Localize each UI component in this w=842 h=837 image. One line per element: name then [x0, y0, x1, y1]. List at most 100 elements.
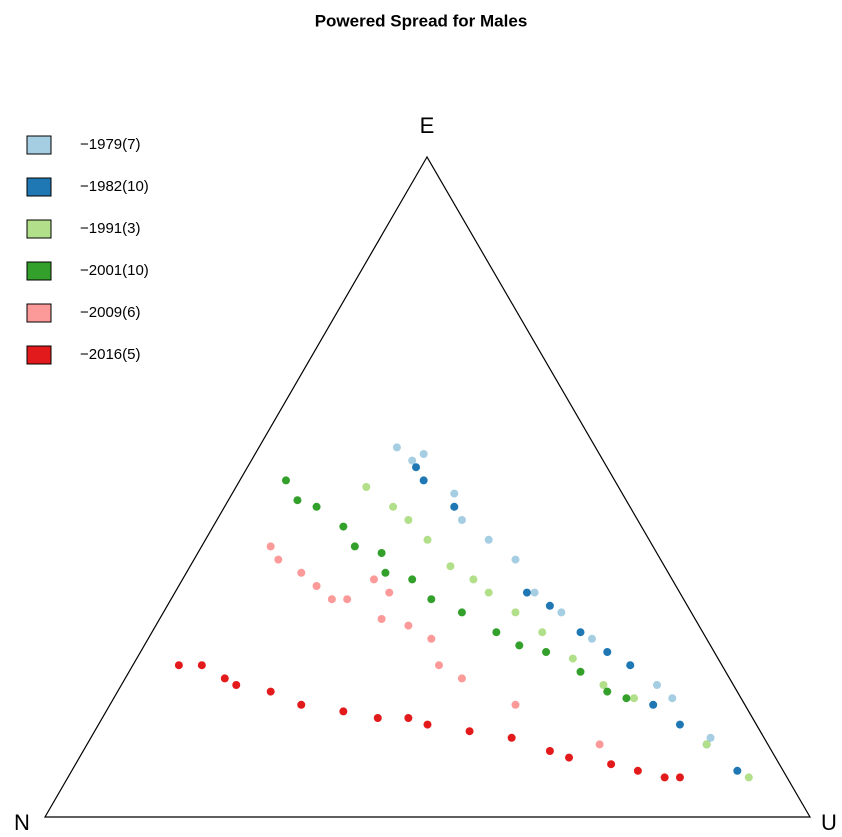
point: [362, 483, 371, 491]
point: [408, 456, 417, 465]
point: [457, 608, 466, 617]
point: [457, 674, 466, 683]
point: [297, 700, 306, 709]
point: [706, 733, 715, 742]
point: [377, 615, 386, 623]
point: [530, 588, 539, 597]
point: [522, 588, 531, 597]
point: [545, 747, 554, 755]
point: [484, 588, 493, 597]
point: [545, 601, 554, 610]
point: [576, 628, 585, 637]
point: [274, 555, 283, 564]
point: [343, 595, 352, 604]
point: [626, 661, 635, 670]
point: [412, 463, 421, 472]
point: [408, 575, 417, 584]
point: [174, 661, 183, 670]
point: [404, 714, 413, 722]
point: [492, 628, 501, 637]
point: [312, 502, 321, 511]
point: [377, 549, 386, 557]
point: [404, 516, 413, 524]
point: [515, 641, 524, 650]
point: [595, 740, 604, 749]
point: [392, 443, 401, 452]
legend-label: −2016(5): [80, 346, 140, 363]
point: [511, 700, 520, 709]
point: [419, 476, 428, 485]
point: [423, 535, 432, 544]
point: [423, 720, 432, 729]
point: [434, 661, 443, 670]
point: [603, 648, 612, 656]
point: [381, 568, 390, 577]
point: [675, 773, 684, 782]
point: [507, 733, 516, 742]
point: [293, 496, 302, 505]
point: [339, 522, 348, 531]
point: [668, 694, 677, 703]
legend-swatch: [26, 303, 52, 323]
point: [427, 634, 436, 643]
point: [538, 628, 547, 637]
point: [511, 608, 520, 617]
point: [419, 450, 428, 458]
legend-swatch: [26, 177, 52, 197]
point: [469, 575, 478, 584]
point: [660, 773, 669, 782]
point: [633, 766, 642, 775]
point: [297, 568, 306, 577]
point: [542, 648, 551, 656]
vertex-label: E: [420, 113, 435, 138]
point: [587, 634, 596, 643]
legend-label: −2001(10): [80, 262, 149, 279]
point: [450, 502, 459, 511]
point: [568, 654, 577, 663]
point: [220, 674, 229, 683]
point: [385, 588, 394, 597]
legend-swatch: [26, 261, 52, 281]
legend-swatch: [26, 345, 52, 365]
point: [733, 766, 742, 775]
legend-label: −1991(3): [80, 220, 140, 237]
point: [576, 667, 585, 676]
point: [404, 621, 413, 630]
point: [744, 773, 753, 782]
legend-label: −2009(6): [80, 304, 140, 321]
chart-title: Powered Spread for Males: [315, 11, 528, 30]
point: [599, 681, 608, 689]
point: [446, 562, 455, 571]
point: [607, 760, 616, 769]
point: [622, 694, 631, 703]
point: [630, 694, 639, 703]
point: [232, 681, 241, 689]
point: [369, 575, 378, 584]
point: [373, 714, 382, 722]
point: [653, 681, 661, 689]
legend-label: −1982(10): [80, 178, 149, 195]
legend-label: −1979(7): [80, 136, 140, 153]
point: [281, 476, 290, 485]
triangle: [43, 155, 812, 818]
point: [649, 700, 658, 709]
vertex-label: U: [821, 810, 837, 835]
point: [312, 582, 321, 590]
point: [266, 542, 275, 551]
point: [484, 535, 493, 544]
legend-swatch: [26, 219, 52, 239]
point: [465, 727, 474, 736]
point: [511, 555, 520, 564]
legend-swatch: [26, 135, 52, 155]
point: [702, 740, 711, 749]
vertex-label: N: [14, 810, 30, 835]
point: [197, 661, 206, 670]
point: [339, 707, 348, 716]
point: [427, 595, 436, 604]
point: [565, 753, 574, 762]
point: [457, 516, 466, 524]
point: [266, 687, 275, 696]
point: [389, 502, 398, 511]
